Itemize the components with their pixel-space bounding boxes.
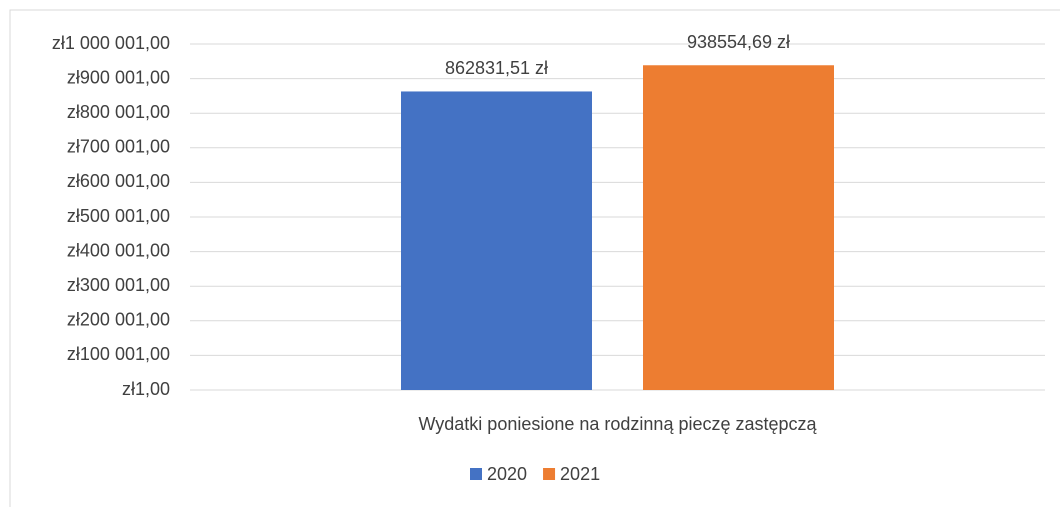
y-tick-label: zł400 001,00 [67, 240, 170, 260]
y-tick-label: zł300 001,00 [67, 275, 170, 295]
y-tick-label: zł600 001,00 [67, 171, 170, 191]
y-tick-label: zł1,00 [122, 379, 170, 399]
legend-label: 2021 [560, 464, 600, 484]
legend-label: 2020 [487, 464, 527, 484]
bar [401, 91, 592, 391]
y-tick-label: zł900 001,00 [67, 67, 170, 87]
y-tick-label: zł700 001,00 [67, 137, 170, 157]
y-tick-label: zł500 001,00 [67, 206, 170, 226]
y-tick-label: zł800 001,00 [67, 102, 170, 122]
x-tick-label: Wydatki poniesione na rodzinną pieczę za… [418, 414, 817, 434]
y-tick-label: zł1 000 001,00 [52, 33, 170, 53]
y-tick-label: zł100 001,00 [67, 344, 170, 364]
data-label: 862831,51 zł [445, 58, 548, 78]
y-tick-label: zł200 001,00 [67, 310, 170, 330]
legend-swatch [543, 468, 556, 480]
bar [643, 65, 834, 390]
data-label: 938554,69 zł [687, 32, 790, 52]
legend-swatch [470, 468, 482, 480]
